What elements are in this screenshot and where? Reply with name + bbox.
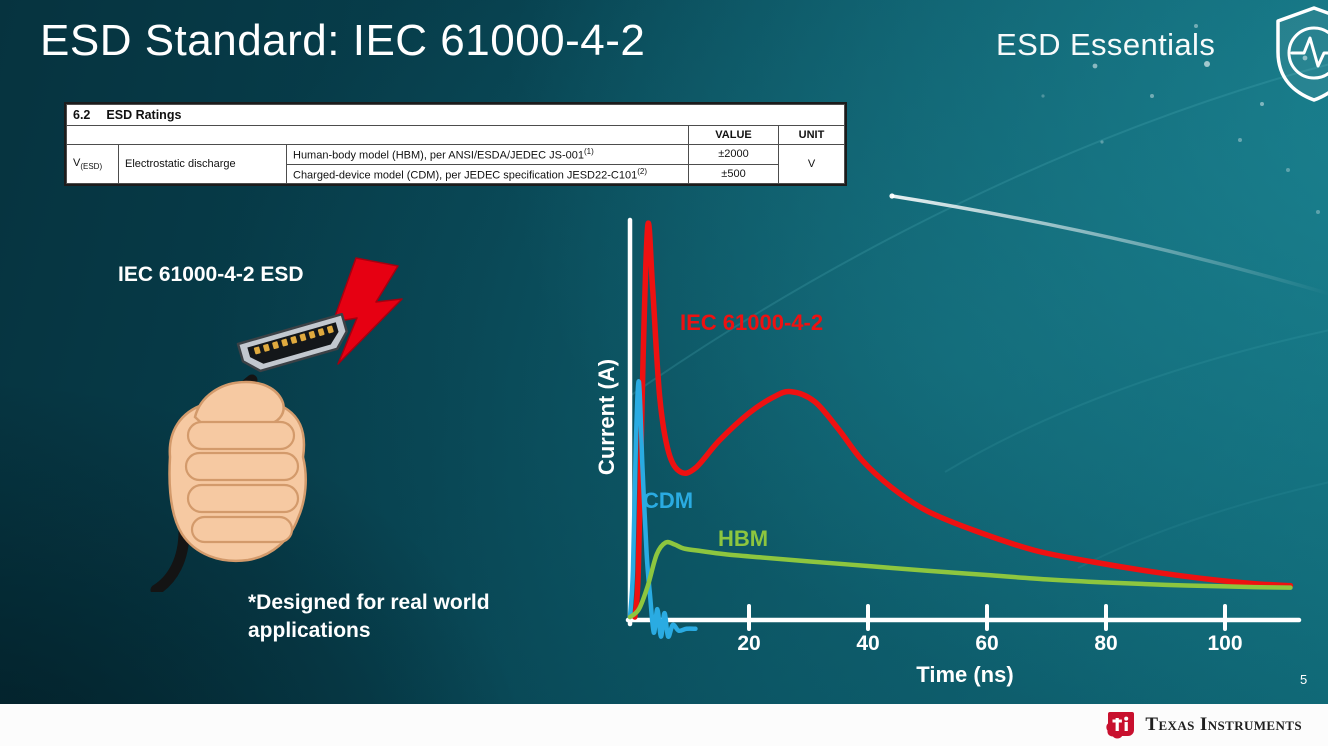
esd-waveform-chart: Current (A) 20 40 60 80 100 Time (ns) IEC 61… [585, 212, 1305, 698]
illustration-label: IEC 61000-4-2 ESD [118, 263, 304, 286]
hand-holding-connector-illustration [150, 257, 403, 592]
hbm-description: Human-body model (HBM), per ANSI/ESDA/JE… [286, 144, 689, 165]
ti-logo-icon [1106, 712, 1135, 739]
section-number: 6.2 [73, 108, 91, 122]
hdmi-connector [236, 312, 349, 373]
page-title: ESD Standard: IEC 61000-4-2 [40, 16, 646, 65]
streak-head-dot [889, 193, 895, 199]
section-title: ESD Ratings [106, 108, 182, 122]
deck-brand-title: ESD Essentials [996, 27, 1216, 62]
page-number: 5 [1300, 672, 1308, 687]
x-tick-label: 20 [737, 632, 761, 655]
series-label-iec: IEC 61000-4-2 [680, 310, 824, 335]
column-header-unit: UNIT [778, 125, 845, 145]
footer-bar: Texas Instruments [0, 704, 1328, 746]
series-curve-cdm [627, 379, 698, 639]
series-label-cdm: CDM [643, 488, 694, 513]
series-label-hbm: HBM [718, 526, 769, 551]
x-tick-label: 80 [1094, 632, 1118, 655]
table-row: V(ESD) Electrostatic discharge Human-bod… [66, 143, 845, 185]
esd-ratings-table: 6.2 ESD Ratings VALUE UNIT V(ESD) Electro… [66, 104, 845, 185]
x-tick-labels: 20 40 60 80 100 [625, 632, 1303, 658]
cdm-description: Charged-device model (CDM), per JEDEC sp… [286, 163, 689, 185]
y-axis-label: Current (A) [594, 358, 619, 476]
x-tick-label: 40 [856, 632, 880, 655]
row-parameter: Electrostatic discharge [118, 143, 287, 185]
hbm-value: ±2000 [688, 144, 779, 165]
x-tick-label: 60 [975, 632, 999, 655]
unit-value: V [778, 143, 845, 185]
x-axis-label: Time (ns) [916, 662, 1014, 687]
lightning-bolt-icon [332, 257, 403, 365]
cdm-value: ±500 [688, 163, 779, 185]
x-tick-label: 100 [1207, 632, 1243, 655]
table-caption: 6.2 ESD Ratings [66, 104, 845, 126]
footnote: *Designed for real world applications [248, 591, 490, 642]
table-row: Charged-device model (CDM), per JEDEC sp… [67, 163, 845, 185]
plot-area [625, 217, 1302, 639]
row-symbol: V(ESD) [66, 143, 119, 185]
hand [168, 380, 307, 563]
ti-wordmark: Texas Instruments [1145, 714, 1302, 735]
esd-shield-icon [1276, 6, 1328, 102]
series-curve-iec-61000-4-2 [632, 220, 1294, 620]
header-spacer-cell [66, 125, 689, 145]
column-header-value: VALUE [688, 125, 779, 145]
series-curve-hbm [627, 539, 1293, 620]
